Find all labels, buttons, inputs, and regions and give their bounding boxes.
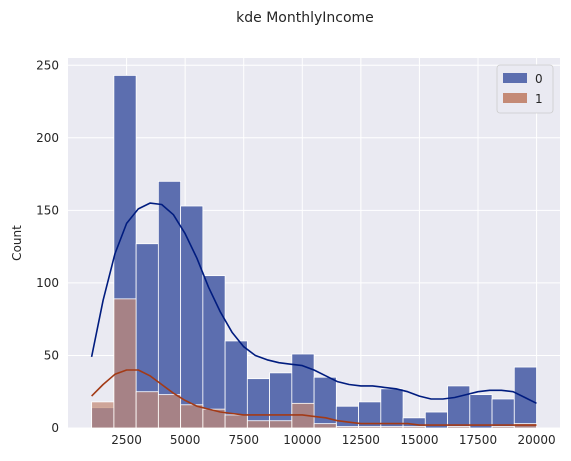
bar-series-1-bin-18 bbox=[491, 426, 515, 429]
bars-series-1 bbox=[91, 298, 537, 429]
x-tick-label-2: 7500 bbox=[228, 433, 259, 447]
legend: 01 bbox=[496, 64, 554, 114]
bar-series-1-bin-16 bbox=[447, 426, 471, 429]
y-tick-label-1: 50 bbox=[44, 348, 59, 362]
bar-series-0-bin-13 bbox=[380, 388, 404, 429]
x-tick-label-1: 5000 bbox=[170, 433, 201, 447]
kde-line-series-1 bbox=[91, 369, 537, 426]
legend-box bbox=[496, 64, 554, 114]
y-tick-label-3: 150 bbox=[36, 203, 59, 217]
bar-series-1-bin-1 bbox=[113, 298, 137, 429]
bar-series-1-bin-3 bbox=[157, 394, 182, 429]
bar-series-1-bin-0 bbox=[91, 401, 115, 429]
bar-series-1-bin-2 bbox=[135, 391, 159, 429]
y-tick-label-0: 0 bbox=[51, 421, 59, 435]
legend-label-0: 0 bbox=[535, 72, 543, 86]
x-tick-label-6: 17500 bbox=[459, 433, 497, 447]
bar-series-0-bin-16 bbox=[447, 385, 471, 429]
x-tick-label-5: 15000 bbox=[400, 433, 438, 447]
bar-series-0-bin-8 bbox=[269, 372, 293, 429]
legend-swatch-1 bbox=[503, 93, 527, 103]
y-tick-labels: 0 50 100 150 200 250 bbox=[36, 58, 59, 435]
kde-line-series-0 bbox=[90, 202, 537, 405]
bar-series-1-bin-11 bbox=[335, 426, 359, 429]
bar-series-0-bin-17 bbox=[469, 394, 493, 429]
bar-series-0-bin-18 bbox=[491, 398, 515, 429]
bar-series-1-bin-14 bbox=[402, 426, 426, 429]
legend-swatch-0 bbox=[503, 73, 527, 83]
bar-series-1-bin-13 bbox=[380, 426, 404, 429]
y-tick-label-2: 100 bbox=[36, 276, 59, 290]
bar-series-1-bin-6 bbox=[224, 414, 248, 429]
kde-curves bbox=[90, 202, 537, 426]
bar-series-1-bin-4 bbox=[180, 404, 204, 429]
bar-series-0-bin-11 bbox=[335, 405, 359, 429]
bar-series-1-bin-8 bbox=[269, 420, 293, 429]
x-tick-labels: 2500 5000 7500 10000 12500 15000 17500 20000 bbox=[111, 433, 555, 447]
y-tick-label-4: 200 bbox=[36, 131, 59, 145]
x-tick-label-3: 10000 bbox=[283, 433, 321, 447]
y-axis-label: Count bbox=[10, 225, 24, 261]
bar-series-1-bin-10 bbox=[313, 423, 337, 429]
x-tick-label-7: 20000 bbox=[517, 433, 555, 447]
bar-series-0-bin-4 bbox=[180, 205, 204, 429]
legend-label-1: 1 bbox=[535, 92, 543, 106]
bar-series-1-bin-12 bbox=[358, 426, 382, 429]
chart-title: kde MonthlyIncome bbox=[236, 10, 374, 26]
y-tick-label-5: 250 bbox=[36, 58, 59, 72]
x-tick-label-4: 12500 bbox=[342, 433, 380, 447]
bar-series-1-bin-7 bbox=[246, 420, 271, 429]
x-tick-label-0: 2500 bbox=[111, 433, 142, 447]
